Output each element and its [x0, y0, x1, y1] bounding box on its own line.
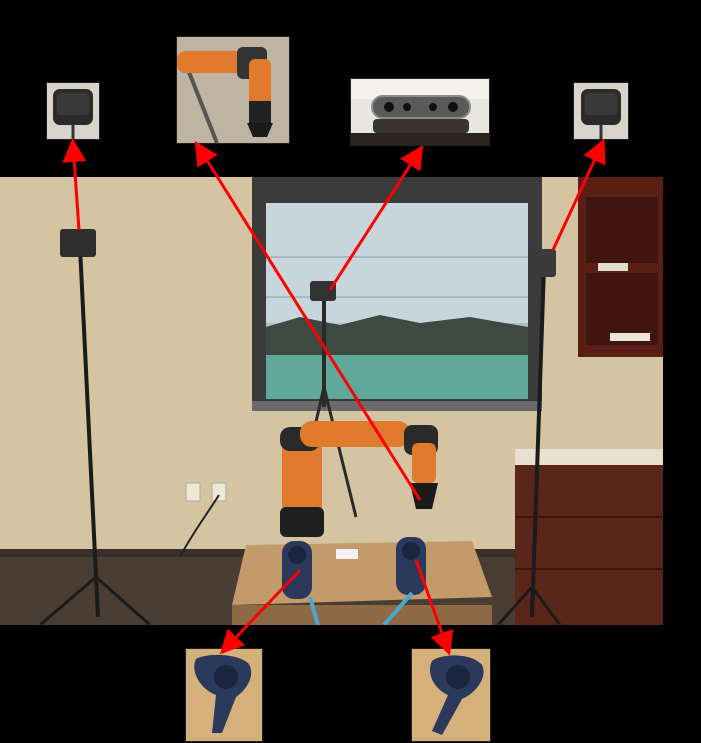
thumbnail-left-controller [185, 648, 263, 742]
thumbnail-depth-camera [350, 78, 490, 146]
thumbnail-left-base-station [46, 82, 100, 140]
robot-arm-icon [177, 37, 289, 143]
room-scene-illustration [0, 177, 663, 625]
room-scene [0, 177, 663, 625]
depth-camera-icon [351, 79, 489, 145]
lighthouse-base-station-icon [47, 83, 99, 139]
vr-controller-icon [186, 649, 262, 741]
lighthouse-base-station-icon [574, 83, 628, 139]
thumbnail-right-base-station [573, 82, 629, 140]
thumbnail-robot-arm [176, 36, 290, 144]
vr-controller-icon [412, 649, 490, 741]
thumbnail-right-controller [411, 648, 491, 742]
